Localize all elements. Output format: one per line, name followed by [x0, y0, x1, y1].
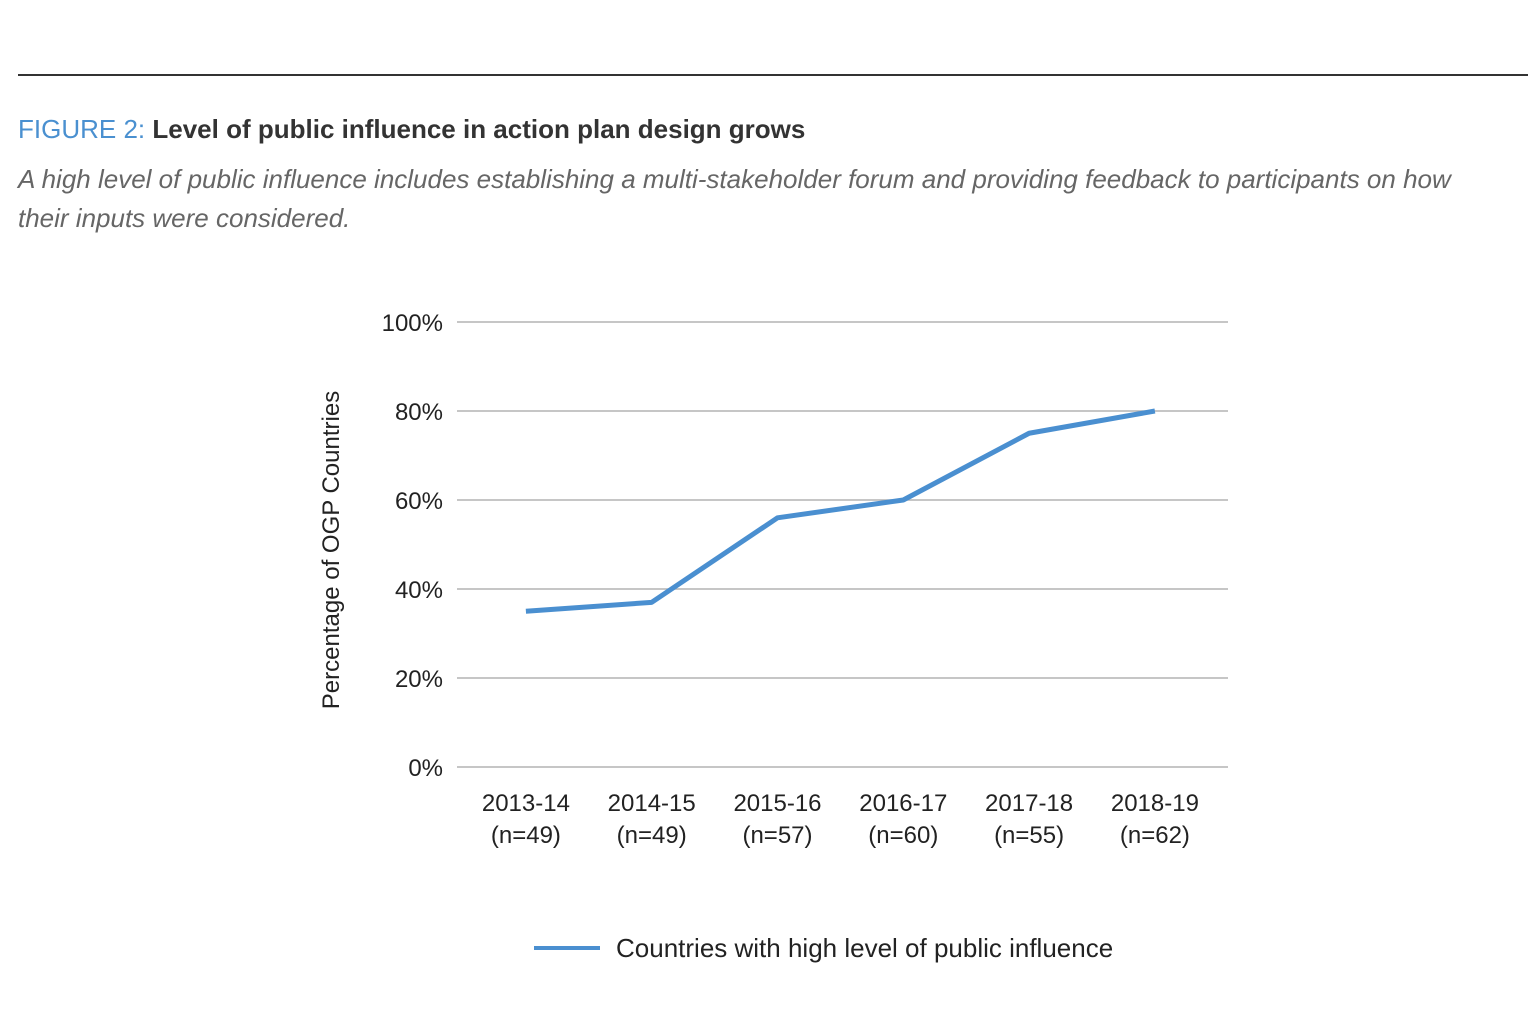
x-tick-label: 2018-19 — [1111, 790, 1199, 817]
y-axis-label: Percentage of OGP Countries — [318, 391, 345, 709]
x-tick-sublabel: (n=49) — [617, 822, 687, 849]
figure-title-text: Level of public influence in action plan… — [152, 114, 806, 144]
x-tick-label: 2017-18 — [985, 790, 1073, 817]
x-tick-sublabel: (n=60) — [868, 822, 938, 849]
figure-label: FIGURE 2: — [18, 114, 146, 144]
x-tick-label: 2015-16 — [733, 790, 821, 817]
top-divider — [18, 74, 1528, 76]
x-tick-sublabel: (n=57) — [742, 822, 812, 849]
y-tick-label: 100% — [382, 310, 443, 337]
y-tick-label: 20% — [395, 666, 443, 693]
x-tick-label: 2013-14 — [482, 790, 570, 817]
y-tick-label: 80% — [395, 399, 443, 426]
y-tick-label: 40% — [395, 577, 443, 604]
figure-subtitle: A high level of public influence include… — [18, 164, 1451, 233]
legend-label: Countries with high level of public infl… — [616, 933, 1113, 963]
x-tick-sublabel: (n=49) — [491, 822, 561, 849]
x-tick-sublabel: (n=55) — [994, 822, 1064, 849]
x-tick-label: 2016-17 — [859, 790, 947, 817]
y-tick-label: 60% — [395, 488, 443, 515]
x-tick-label: 2014-15 — [608, 790, 696, 817]
figure-title: FIGURE 2: Level of public influence in a… — [18, 114, 805, 145]
y-tick-label: 0% — [408, 755, 443, 782]
x-tick-sublabel: (n=62) — [1120, 822, 1190, 849]
series-line — [525, 408, 1156, 614]
